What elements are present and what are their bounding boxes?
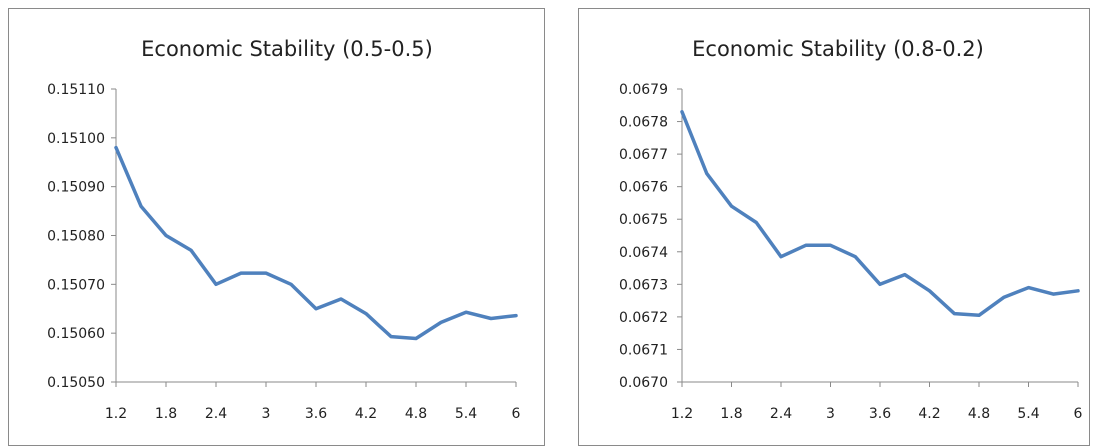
x-tick-label: 1.8 <box>720 406 742 422</box>
x-tick-label: 3.6 <box>305 406 327 422</box>
x-tick-label: 4.2 <box>918 406 940 422</box>
x-tick-label: 2.4 <box>770 406 792 422</box>
x-tick-label: 6 <box>512 406 521 422</box>
chart-right: Economic Stability (0.8-0.2) 0.0670 0.067… <box>619 37 1083 422</box>
chart-panel-right: Economic Stability (0.8-0.2) 0.0670 0.067… <box>578 8 1090 446</box>
y-tick-label: 0.0677 <box>619 147 668 163</box>
y-tick-label: 0.0670 <box>619 375 668 391</box>
chart-title: Economic Stability (0.5-0.5) <box>141 37 433 61</box>
x-tick-label: 4.2 <box>355 406 377 422</box>
x-tick-label: 1.2 <box>105 406 127 422</box>
x-tick-label: 3.6 <box>869 406 891 422</box>
chart-title: Economic Stability (0.8-0.2) <box>692 37 984 61</box>
y-tick-label: 0.15070 <box>47 277 105 293</box>
y-tick-label: 0.0676 <box>619 180 668 196</box>
y-tick-label: 0.15110 <box>47 82 105 98</box>
y-tick-label: 0.15090 <box>47 180 105 196</box>
y-tick-label: 0.0673 <box>619 277 668 293</box>
y-tick-label: 0.15050 <box>47 375 105 391</box>
y-tick-label: 0.0671 <box>619 342 668 358</box>
x-tick-label: 1.2 <box>671 406 693 422</box>
x-tick-label: 1.8 <box>155 406 177 422</box>
x-tick-label: 5.4 <box>1017 406 1039 422</box>
y-tick-label: 0.0672 <box>619 310 668 326</box>
x-tick-label: 6 <box>1074 406 1083 422</box>
series-line-0 <box>680 110 1080 318</box>
x-tick-label: 4.8 <box>968 406 990 422</box>
y-tick-label: 0.0674 <box>619 245 668 261</box>
y-tick-label: 0.15060 <box>47 326 105 342</box>
y-tick-label: 0.15080 <box>47 229 105 245</box>
y-tick-label: 0.0675 <box>619 212 668 228</box>
y-tick-label: 0.15100 <box>47 131 105 147</box>
chart-left: Economic Stability (0.5-0.5) 0.15050 0.15… <box>47 37 521 422</box>
chart-panel-left: Economic Stability (0.5-0.5) 0.15050 0.15… <box>8 8 545 446</box>
y-tick-label: 0.0678 <box>619 115 668 131</box>
x-tick-label: 2.4 <box>205 406 227 422</box>
x-tick-label: 5.4 <box>455 406 477 422</box>
series-line-0 <box>114 145 518 341</box>
x-tick-label: 3 <box>262 406 271 422</box>
y-tick-label: 0.0679 <box>619 82 668 98</box>
x-tick-label: 3 <box>826 406 835 422</box>
x-tick-label: 4.8 <box>405 406 427 422</box>
